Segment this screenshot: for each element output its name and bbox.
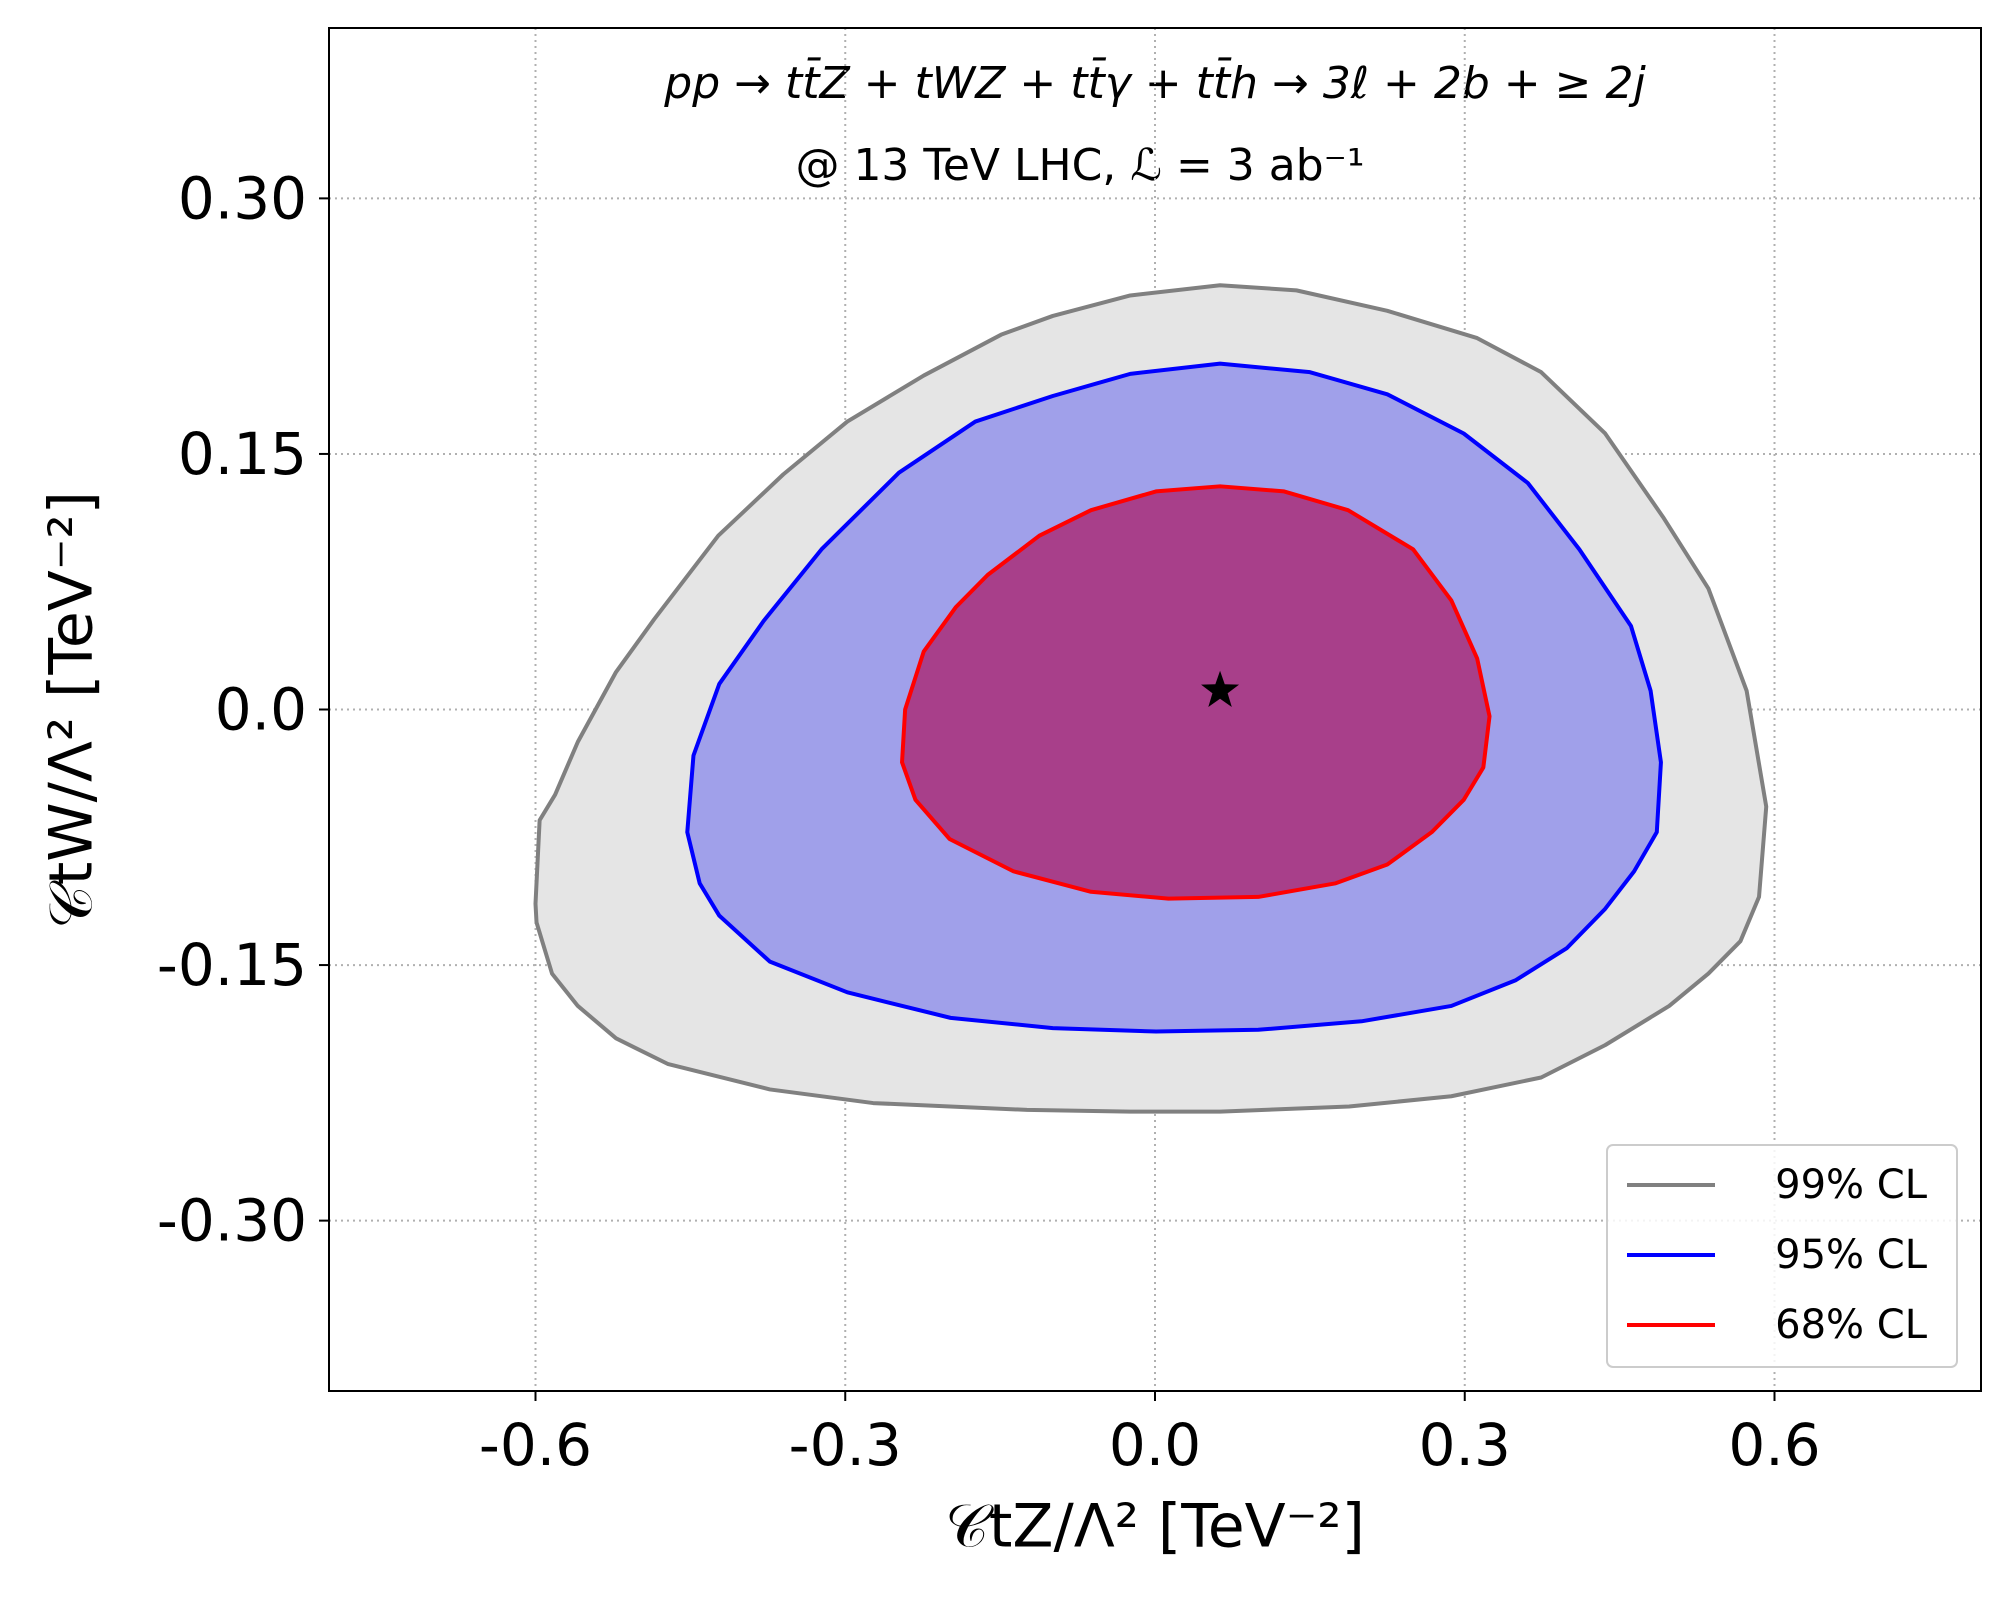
x-tick-label: 0.0 <box>1109 1411 1201 1479</box>
legend-label: 68% CL <box>1775 1302 1928 1348</box>
y-axis-label: 𝒞tW/Λ² [TeV⁻²] <box>37 491 107 929</box>
legend-label: 95% CL <box>1775 1232 1928 1278</box>
x-tick-label: 0.6 <box>1728 1411 1820 1479</box>
y-tick-label: 0.30 <box>178 164 307 232</box>
x-tick-label: -0.6 <box>479 1411 592 1479</box>
best-fit-star <box>1201 670 1240 707</box>
chart-subtitle: @ 13 TeV LHC, ℒ = 3 ab⁻¹ <box>795 140 1364 191</box>
legend-box <box>1606 1144 1958 1368</box>
legend-label: 99% CL <box>1775 1162 1928 1208</box>
y-tick-label: -0.15 <box>157 931 307 999</box>
contour <box>900 484 1492 901</box>
x-tick-label: -0.3 <box>789 1411 902 1479</box>
y-tick-label: 0.0 <box>215 676 307 744</box>
x-axis-label: 𝒞tZ/Λ² [TeV⁻²] <box>945 1492 1365 1562</box>
y-tick-label: 0.15 <box>178 420 307 488</box>
x-tick-label: 0.3 <box>1419 1411 1511 1479</box>
y-tick-label: -0.30 <box>157 1187 307 1255</box>
